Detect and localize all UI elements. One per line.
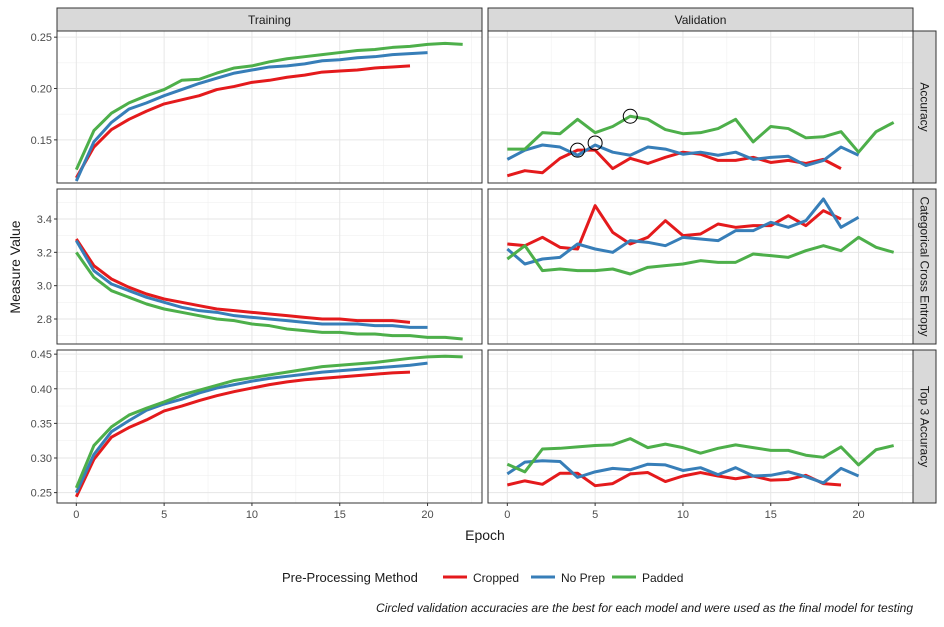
series-line-cropped-validation-accuracy — [506, 148, 842, 178]
x-tick-label: 5 — [161, 509, 167, 521]
series-line-padded-training-accuracy — [74, 41, 463, 171]
strip-label-top-3-accuracy: Top 3 Accuracy — [918, 386, 932, 467]
series-line-cropped-training-top-3-accuracy — [74, 370, 411, 498]
x-tick-label: 15 — [765, 509, 777, 521]
panel-bg-categorical-cross-entropy-training — [57, 189, 482, 344]
y-tick-label: 0.30 — [31, 453, 52, 465]
series-line-padded-validation-accuracy — [507, 114, 895, 154]
best-marker-cropped — [570, 142, 586, 158]
panel-border — [56, 30, 483, 184]
series-line-cropped-training-accuracy — [75, 64, 411, 179]
legend-label-no-prep: No Prep — [561, 571, 605, 585]
strip-label-validation: Validation — [675, 13, 727, 27]
series-line-no-prep-training-accuracy — [74, 51, 428, 182]
series-line-cropped-training-categorical-cross-entropy — [75, 238, 411, 324]
series-line-no-prep-training-categorical-cross-entropy — [75, 239, 428, 329]
y-tick-label: 0.40 — [31, 384, 52, 396]
y-axis-title: Measure Value — [7, 220, 23, 313]
x-tick-label: 10 — [246, 509, 258, 521]
strip-label-training: Training — [248, 13, 291, 27]
best-marker-no-prep — [587, 135, 603, 151]
y-tick-label: 0.35 — [31, 418, 52, 430]
panel-border — [487, 349, 914, 504]
series-line-no-prep-validation-accuracy — [506, 143, 860, 168]
panel-border — [487, 30, 914, 184]
series-line-padded-validation-top-3-accuracy — [506, 437, 895, 474]
strip-label-accuracy: Accuracy — [918, 82, 932, 131]
y-tick-label: 0.25 — [31, 32, 52, 44]
series-line-no-prep-validation-top-3-accuracy — [506, 459, 860, 485]
legend-label-cropped: Cropped — [473, 571, 519, 585]
panel-border — [56, 188, 483, 345]
y-tick-label: 0.25 — [31, 488, 52, 500]
x-axis-title: Epoch — [465, 527, 505, 543]
x-tick-label: 0 — [504, 509, 510, 521]
y-tick-label: 0.15 — [31, 135, 52, 147]
x-tick-label: 5 — [592, 509, 598, 521]
series-line-padded-validation-categorical-cross-entropy — [506, 235, 895, 276]
series-line-no-prep-validation-categorical-cross-entropy — [506, 197, 860, 266]
best-marker-padded — [622, 108, 638, 124]
panel-bg-categorical-cross-entropy-validation — [488, 189, 913, 344]
legend-title: Pre-Processing Method — [282, 570, 418, 585]
x-tick-label: 15 — [334, 509, 346, 521]
y-tick-label: 2.8 — [37, 314, 52, 326]
x-tick-label: 20 — [421, 509, 433, 521]
panel-bg-accuracy-validation — [488, 31, 913, 183]
y-tick-label: 0.45 — [31, 349, 52, 361]
legend-label-padded: Padded — [642, 571, 683, 585]
panel-border — [487, 188, 914, 345]
series-line-padded-training-top-3-accuracy — [74, 354, 463, 489]
strip-label-categorical-cross-entropy: Categorical Cross Entropy — [918, 196, 932, 336]
x-tick-label: 10 — [677, 509, 689, 521]
series-line-cropped-validation-categorical-cross-entropy — [507, 204, 842, 251]
y-tick-label: 3.0 — [37, 281, 52, 293]
y-tick-label: 3.4 — [37, 214, 52, 226]
series-line-padded-training-categorical-cross-entropy — [75, 251, 463, 341]
panel-bg-accuracy-training — [57, 31, 482, 183]
y-tick-label: 0.20 — [31, 84, 52, 96]
x-tick-label: 20 — [852, 509, 864, 521]
panel-bg-top-3-accuracy-validation — [488, 350, 913, 503]
x-tick-label: 0 — [73, 509, 79, 521]
series-line-cropped-validation-top-3-accuracy — [506, 471, 842, 488]
panel-border — [56, 349, 483, 504]
y-tick-label: 3.2 — [37, 247, 52, 259]
series-line-no-prep-training-top-3-accuracy — [74, 361, 428, 494]
caption: Circled validation accuracies are the be… — [376, 601, 913, 615]
